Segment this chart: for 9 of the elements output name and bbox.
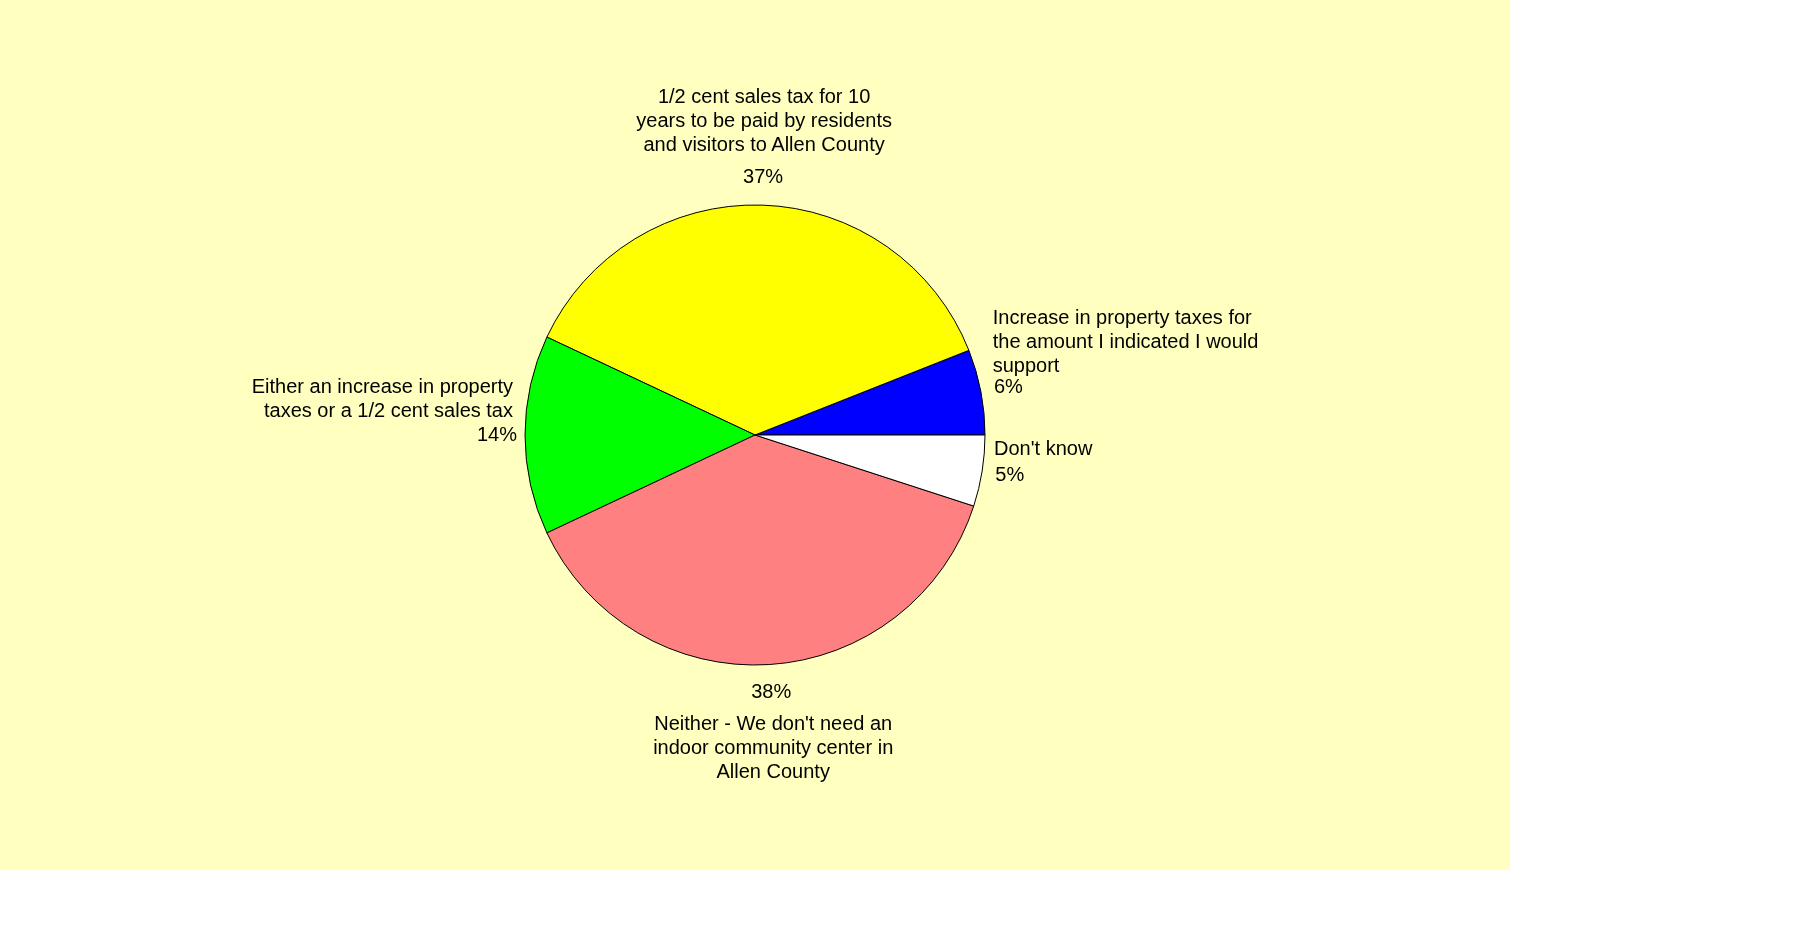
slice-label: Don't know (994, 436, 1093, 459)
slice-label: Increase in property taxes for the amount I indicated I would support (992, 305, 1259, 376)
data-label: 38% (751, 680, 792, 703)
data-label: 37% (743, 165, 784, 188)
slice-label: 1/2 cent sales tax for 10 years to be paid by residents and visitors to Allen County (636, 85, 892, 156)
slice-label: Neither - We don't need an indoor community center in Allen County (653, 712, 894, 783)
data-label: 5% (995, 463, 1025, 486)
slice-label: Either an increase in property taxes or a 1/2 cent sales tax (251, 375, 513, 421)
data-label: 14% (476, 423, 518, 445)
